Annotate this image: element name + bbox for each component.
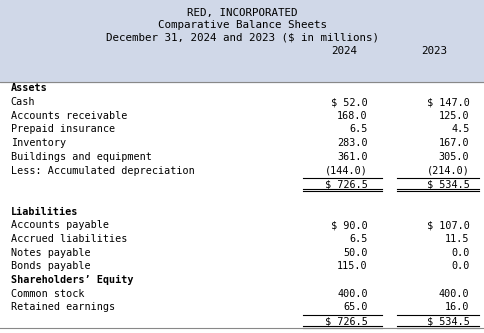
Text: 400.0: 400.0 — [438, 289, 469, 299]
Text: 400.0: 400.0 — [336, 289, 367, 299]
Text: Notes payable: Notes payable — [11, 248, 90, 258]
Text: Assets: Assets — [11, 84, 47, 94]
Text: Bonds payable: Bonds payable — [11, 261, 90, 271]
Text: 2024: 2024 — [331, 46, 357, 56]
Text: 0.0: 0.0 — [450, 248, 469, 258]
Text: (144.0): (144.0) — [324, 166, 367, 175]
Text: 168.0: 168.0 — [336, 111, 367, 121]
Text: $ 726.5: $ 726.5 — [324, 316, 367, 326]
Text: 167.0: 167.0 — [438, 138, 469, 148]
Text: $ 534.5: $ 534.5 — [426, 179, 469, 189]
Text: (214.0): (214.0) — [426, 166, 469, 175]
Text: Cash: Cash — [11, 97, 35, 107]
Text: $ 534.5: $ 534.5 — [426, 316, 469, 326]
Text: 115.0: 115.0 — [336, 261, 367, 271]
Text: 305.0: 305.0 — [438, 152, 469, 162]
Text: 361.0: 361.0 — [336, 152, 367, 162]
Text: 6.5: 6.5 — [348, 125, 367, 135]
Text: 50.0: 50.0 — [342, 248, 367, 258]
Bar — [0, 0, 484, 82]
Text: RED, INCORPORATED: RED, INCORPORATED — [187, 8, 297, 18]
Text: 2023: 2023 — [420, 46, 446, 56]
Text: $ 52.0: $ 52.0 — [330, 97, 367, 107]
Text: 283.0: 283.0 — [336, 138, 367, 148]
Text: December 31, 2024 and 2023 ($ in millions): December 31, 2024 and 2023 ($ in million… — [106, 33, 378, 43]
Text: Comparative Balance Sheets: Comparative Balance Sheets — [158, 20, 326, 30]
Text: 4.5: 4.5 — [450, 125, 469, 135]
Text: 0.0: 0.0 — [450, 261, 469, 271]
Text: 11.5: 11.5 — [444, 234, 469, 244]
Text: $ 90.0: $ 90.0 — [330, 220, 367, 230]
Text: 6.5: 6.5 — [348, 234, 367, 244]
Text: Inventory: Inventory — [11, 138, 66, 148]
Text: Accounts receivable: Accounts receivable — [11, 111, 127, 121]
Text: 65.0: 65.0 — [342, 302, 367, 312]
Text: Liabilities: Liabilities — [11, 207, 78, 217]
Text: Prepaid insurance: Prepaid insurance — [11, 125, 115, 135]
Text: Less: Accumulated depreciation: Less: Accumulated depreciation — [11, 166, 194, 175]
Text: 16.0: 16.0 — [444, 302, 469, 312]
Text: $ 726.5: $ 726.5 — [324, 179, 367, 189]
Text: Buildings and equipment: Buildings and equipment — [11, 152, 151, 162]
Text: Shareholders’ Equity: Shareholders’ Equity — [11, 275, 133, 285]
Text: Accrued liabilities: Accrued liabilities — [11, 234, 127, 244]
Text: Common stock: Common stock — [11, 289, 84, 299]
Text: 125.0: 125.0 — [438, 111, 469, 121]
Text: $ 147.0: $ 147.0 — [426, 97, 469, 107]
Text: $ 107.0: $ 107.0 — [426, 220, 469, 230]
Text: Accounts payable: Accounts payable — [11, 220, 108, 230]
Text: Retained earnings: Retained earnings — [11, 302, 115, 312]
